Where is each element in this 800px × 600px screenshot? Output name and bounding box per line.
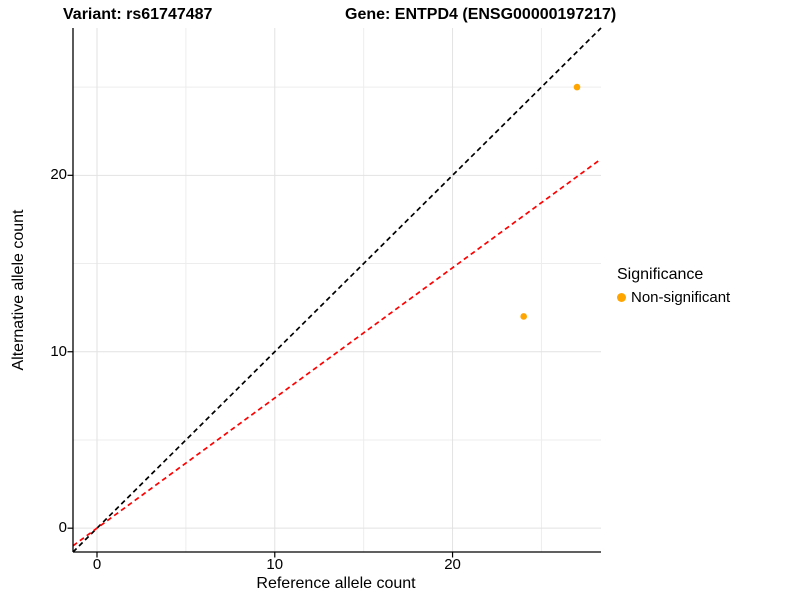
y-tick-label: 10 (50, 342, 67, 360)
identity-line (72, 27, 602, 553)
legend: Significance Non-significant (617, 265, 730, 307)
data-point (520, 313, 527, 320)
x-tick-label: 20 (444, 556, 461, 573)
legend-key-dot-icon (617, 293, 626, 302)
y-tick-label: 20 (50, 166, 67, 184)
x-axis-title: Reference allele count (256, 575, 416, 592)
plot-title-variant: Variant: rs61747487 (63, 6, 213, 23)
legend-title: Significance (617, 266, 704, 283)
legend-item-label: Non-significant (631, 289, 731, 306)
data-point (573, 83, 581, 91)
x-tick-label: 0 (92, 556, 102, 573)
allelic-ratio-line (72, 158, 602, 547)
legend-item-non-significant: Non-significant (617, 288, 730, 307)
x-tick-label: 10 (266, 556, 284, 573)
y-tick-label: 0 (58, 519, 67, 537)
plot-title-gene: Gene: ENTPD4 (ENSG00000197217) (345, 6, 617, 23)
